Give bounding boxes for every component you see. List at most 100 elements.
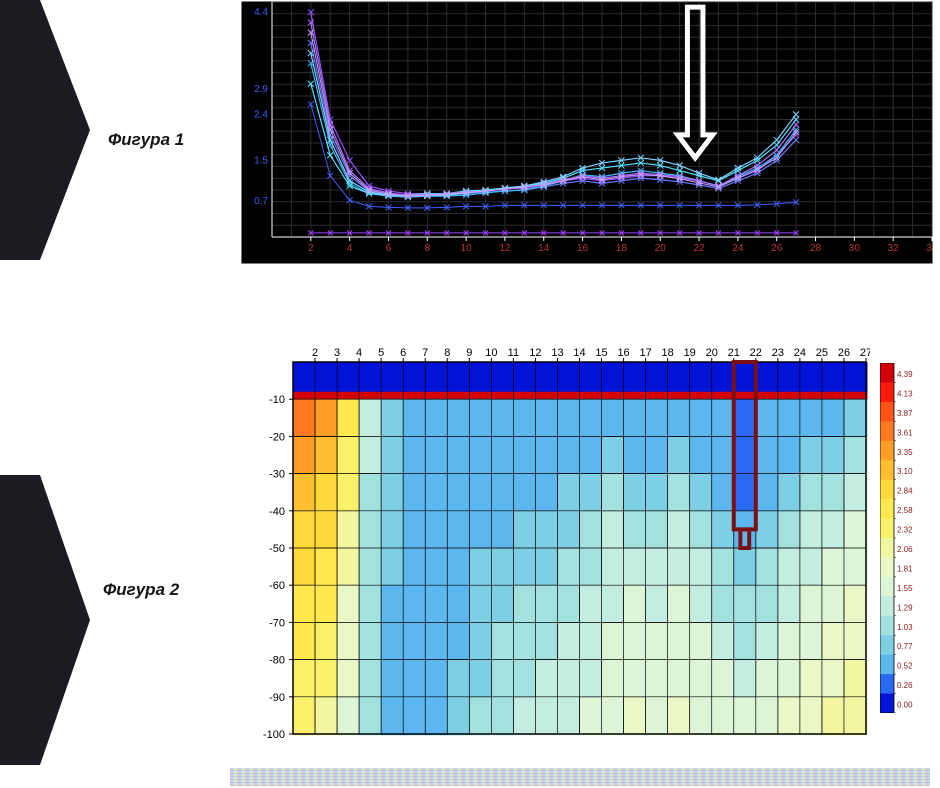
heatmap-cell <box>381 585 405 624</box>
heatmap-cell <box>712 660 736 699</box>
heatmap-cell <box>822 474 846 512</box>
heatmap-cell <box>447 399 471 438</box>
heatmap-cell <box>778 511 802 550</box>
heatmap-cell <box>535 474 559 512</box>
heatmap-cell <box>535 548 559 587</box>
legend-swatch <box>880 538 894 558</box>
x-tick-label: 3 <box>334 347 340 359</box>
heatmap-cell <box>447 660 471 699</box>
x-tick-label: 8 <box>425 243 431 254</box>
heatmap-cell <box>800 622 824 661</box>
heatmap-cell <box>513 436 537 475</box>
heatmap-cell <box>293 474 317 512</box>
figure-1-line-chart: 2468101214161820222426283032340.71.52.42… <box>240 0 934 265</box>
x-tick-label: 30 <box>849 243 861 254</box>
legend-swatch <box>880 441 894 461</box>
heatmap-cell <box>712 622 736 661</box>
heatmap-cell <box>447 474 471 512</box>
heatmap-cell <box>778 474 802 512</box>
heatmap-cell <box>646 548 670 587</box>
heatmap-cell <box>403 399 427 438</box>
x-tick-label: 10 <box>485 347 497 359</box>
heatmap-cell <box>381 622 405 661</box>
heatmap-cell <box>602 585 626 624</box>
heatmap-cell <box>778 697 802 736</box>
heatmap-cell <box>469 474 493 512</box>
heatmap-cell <box>734 436 758 475</box>
heatmap-cell <box>580 474 604 512</box>
heatmap-cell <box>844 399 868 438</box>
heatmap-cell <box>513 511 537 550</box>
x-tick-label: 18 <box>662 347 674 359</box>
heatmap-cell <box>800 511 824 550</box>
legend-swatch <box>880 519 894 539</box>
heatmap-cell <box>778 548 802 587</box>
x-tick-label: 7 <box>422 347 428 359</box>
heatmap-cell <box>624 436 648 475</box>
heatmap-cell <box>580 436 604 475</box>
heatmap-cell <box>491 399 515 438</box>
y-tick-label: 1.5 <box>254 155 268 166</box>
x-tick-label: 21 <box>728 347 740 359</box>
legend-label: 1.55 <box>897 584 913 593</box>
x-tick-label: 22 <box>750 347 762 359</box>
x-tick-label: 15 <box>595 347 607 359</box>
heatmap-cell <box>624 585 648 624</box>
legend-label: 3.10 <box>897 467 913 476</box>
heatmap-cell <box>535 660 559 699</box>
heatmap-cell <box>800 585 824 624</box>
heatmap-cell <box>756 474 780 512</box>
heatmap-cell <box>425 474 449 512</box>
heatmap-cell <box>381 436 405 475</box>
heatmap-cell <box>315 548 339 587</box>
legend-swatch <box>880 421 894 441</box>
heatmap-cell <box>293 697 317 736</box>
heatmap-cell <box>822 697 846 736</box>
x-tick-label: 22 <box>693 243 705 254</box>
legend-swatch <box>880 635 894 655</box>
heatmap-cell <box>646 660 670 699</box>
heatmap-cell <box>690 474 714 512</box>
legend-label: 0.52 <box>897 662 913 671</box>
heatmap-cell <box>646 436 670 475</box>
heatmap-cell <box>624 622 648 661</box>
heatmap-cell <box>381 399 405 438</box>
heatmap-cell <box>513 399 537 438</box>
decor-noise-strip <box>230 768 930 786</box>
x-tick-label: 5 <box>378 347 384 359</box>
line-chart-svg: 2468101214161820222426283032340.71.52.42… <box>240 0 934 265</box>
legend-swatch <box>880 363 894 383</box>
heatmap-cell <box>756 511 780 550</box>
heatmap-cell <box>315 399 339 438</box>
y-tick-label: -10 <box>269 394 285 406</box>
heatmap-cell <box>580 660 604 699</box>
x-tick-label: 17 <box>639 347 651 359</box>
heatmap-cell <box>712 474 736 512</box>
heatmap-cell <box>668 436 692 475</box>
x-tick-label: 12 <box>499 243 511 254</box>
heatmap-cell <box>293 511 317 550</box>
legend-label: 2.58 <box>897 506 913 515</box>
heatmap-cell <box>535 399 559 438</box>
heatmap-cell <box>580 622 604 661</box>
heatmap-cell <box>469 436 493 475</box>
y-tick-label: -40 <box>269 506 285 518</box>
legend-swatch <box>880 616 894 636</box>
heatmap-cell <box>425 399 449 438</box>
heatmap-cell <box>513 660 537 699</box>
heatmap-cell <box>447 436 471 475</box>
heatmap-cell <box>315 474 339 512</box>
figure-2-contour-chart: 2345678910111213141516171819202122232425… <box>245 340 870 740</box>
legend-swatch <box>880 557 894 577</box>
heatmap-cell <box>668 474 692 512</box>
heatmap-cell <box>557 399 581 438</box>
heatmap-cell <box>712 436 736 475</box>
heatmap-cell <box>535 697 559 736</box>
heatmap-cell <box>381 660 405 699</box>
heatmap-cell <box>580 548 604 587</box>
heatmap-cell <box>580 511 604 550</box>
heatmap-cell <box>756 585 780 624</box>
x-tick-label: 27 <box>860 347 870 359</box>
x-tick-label: 14 <box>538 243 550 254</box>
heatmap-cell <box>293 660 317 699</box>
